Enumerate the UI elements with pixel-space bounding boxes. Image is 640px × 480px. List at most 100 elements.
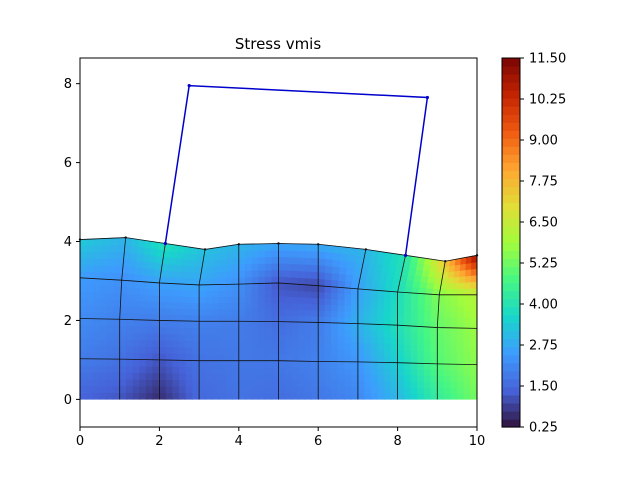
stress-cell [145, 313, 154, 321]
stress-cell [238, 353, 246, 362]
stress-cell [152, 366, 160, 374]
stress-cell [86, 392, 94, 400]
stress-cell [357, 380, 365, 388]
stress-cell [278, 340, 286, 349]
stress-cell [417, 368, 425, 376]
stress-cell [185, 308, 193, 316]
stress-cell [397, 374, 405, 382]
stress-cell [245, 250, 253, 258]
stress-cell [298, 302, 306, 311]
stress-cell [79, 304, 88, 313]
y-axis: 0 2 4 6 8 [64, 77, 80, 408]
stress-cell [238, 308, 246, 316]
stress-cell [350, 305, 359, 313]
stress-cell [238, 296, 246, 303]
stress-cell [463, 327, 471, 335]
colorbar-band [502, 170, 520, 179]
stress-cell [172, 283, 180, 291]
stress-cell [225, 373, 233, 381]
stress-cell [99, 365, 107, 373]
stress-cell [370, 330, 379, 338]
stress-cell [251, 276, 259, 285]
stress-cell [470, 364, 478, 371]
stress-cell [126, 312, 134, 320]
stress-cell [218, 296, 226, 304]
stress-cell [126, 379, 134, 387]
stress-cell [133, 293, 141, 302]
stress-cell [152, 372, 160, 380]
stress-cell [238, 340, 246, 348]
stress-cell [165, 385, 173, 394]
stress-cell [264, 392, 273, 400]
colorbar-tick-label: 5.25 [529, 257, 558, 272]
stress-cell [172, 340, 180, 348]
stress-cell [132, 392, 140, 400]
stress-cell [344, 316, 352, 324]
stress-cell [456, 333, 465, 341]
stress-cell [258, 269, 266, 278]
stress-cell [456, 357, 465, 365]
colorbar-band [502, 250, 520, 260]
stress-cell [119, 318, 127, 327]
stress-cell [79, 318, 87, 326]
stress-cell [350, 288, 359, 295]
colorbar-band [502, 154, 520, 163]
stress-cell [338, 273, 347, 282]
stress-cell [79, 297, 88, 306]
stress-cell [258, 373, 266, 381]
stress-cell [470, 268, 478, 276]
stress-cell [350, 361, 359, 369]
stress-cell [159, 372, 167, 381]
stress-cell [178, 320, 187, 328]
stress-cell [298, 290, 306, 298]
colorbar-band [502, 330, 520, 340]
stress-cell [397, 343, 405, 351]
stress-cell [370, 392, 379, 400]
stress-cell [284, 256, 293, 265]
stress-cell [218, 379, 226, 387]
stress-cell [159, 379, 167, 387]
stress-cell [324, 285, 332, 294]
stress-cell [377, 343, 385, 351]
stress-cell [291, 315, 299, 323]
stress-cell [198, 308, 207, 316]
stress-cell [126, 319, 134, 327]
stress-cell [278, 243, 286, 251]
stress-cell [463, 305, 471, 312]
stress-cell [317, 278, 326, 287]
stress-cell [410, 393, 418, 400]
stress-cell [159, 333, 167, 341]
stress-cell [205, 392, 213, 400]
stress-cell [225, 353, 233, 362]
stress-cell [112, 345, 120, 353]
stress-cell [159, 346, 167, 354]
stress-cell [403, 319, 412, 327]
stress-cell [165, 320, 173, 328]
stress-cell [370, 323, 379, 332]
stress-cell [370, 342, 379, 350]
stress-cell [126, 293, 135, 301]
stress-cell [192, 308, 200, 316]
stress-cell [94, 238, 104, 246]
stress-cell [298, 360, 306, 368]
stress-cell [370, 318, 379, 325]
stress-cell [311, 341, 319, 349]
stress-cell [205, 347, 213, 355]
stress-cell [238, 379, 246, 387]
colorbar-band [502, 162, 520, 171]
stress-cell [127, 280, 135, 288]
stress-cell [337, 329, 345, 337]
stress-cell [258, 366, 266, 374]
colorbar-band [502, 178, 520, 187]
stress-cell [178, 373, 187, 381]
stress-cell [112, 372, 120, 380]
colorbar-band [502, 226, 520, 236]
colorbar-band [502, 186, 520, 195]
stress-cell [152, 313, 160, 321]
stress-cell [324, 392, 332, 400]
stress-cell [456, 375, 465, 383]
stress-cell [304, 264, 312, 272]
stress-cell [212, 320, 220, 329]
stress-cell [410, 303, 419, 311]
stress-cell [271, 249, 279, 258]
